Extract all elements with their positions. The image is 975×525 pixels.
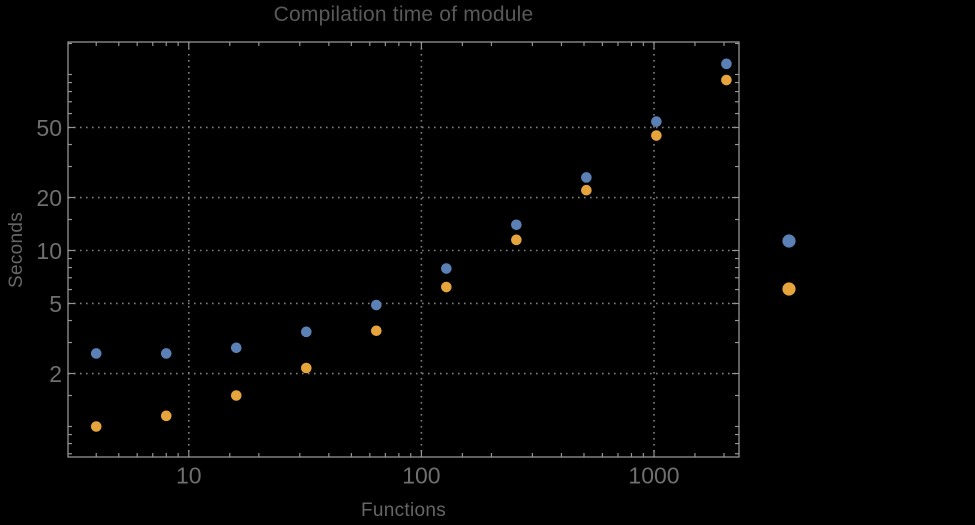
data-point-s1-x512 <box>581 172 592 183</box>
x-tick-label-1000: 1000 <box>628 463 679 489</box>
y-tick-label-50: 50 <box>36 115 62 141</box>
data-point-s1-x1024 <box>651 116 662 127</box>
gridlines <box>68 42 739 457</box>
series-2-orange <box>90 74 732 432</box>
chart-title: Compilation time of module <box>273 3 534 26</box>
data-point-s2-x4 <box>90 421 102 432</box>
data-point-s1-x8 <box>160 348 172 359</box>
legend-marker-2 <box>782 282 796 296</box>
legend <box>782 234 796 296</box>
data-point-s1-x32 <box>300 326 312 338</box>
axis-ticks <box>68 42 739 457</box>
y-tick-label-5: 5 <box>49 291 62 317</box>
plot-frame-border <box>67 41 740 458</box>
data-point-s2-x256 <box>511 234 522 246</box>
data-point-s2-x8 <box>160 410 172 422</box>
x-axis-label: Functions <box>360 500 447 521</box>
data-point-s1-x2048 <box>721 58 732 70</box>
data-point-s2-x64 <box>371 325 382 337</box>
x-tick-label-10: 10 <box>176 463 202 489</box>
data-point-s2-x32 <box>300 362 312 374</box>
y-tick-label-20: 20 <box>36 185 62 211</box>
tick-labels: 10 100 1000 2 5 10 20 50 <box>36 115 679 489</box>
data-point-s1-x64 <box>371 299 382 311</box>
data-point-s2-x16 <box>230 390 242 401</box>
data-point-s2-x512 <box>581 184 592 196</box>
data-point-s2-x1024 <box>651 130 662 141</box>
series-1-blue <box>90 58 732 359</box>
data-point-s1-x16 <box>230 342 242 354</box>
data-point-s2-x2048 <box>721 74 732 86</box>
data-point-s1-x256 <box>511 219 522 231</box>
y-tick-label-2: 2 <box>49 361 62 387</box>
data-point-s2-x128 <box>441 281 452 293</box>
y-tick-label-10: 10 <box>36 238 62 264</box>
data-point-s1-x4 <box>90 348 102 359</box>
data-point-s1-x128 <box>441 263 452 274</box>
x-tick-label-100: 100 <box>402 463 440 489</box>
legend-marker-1 <box>782 234 796 248</box>
